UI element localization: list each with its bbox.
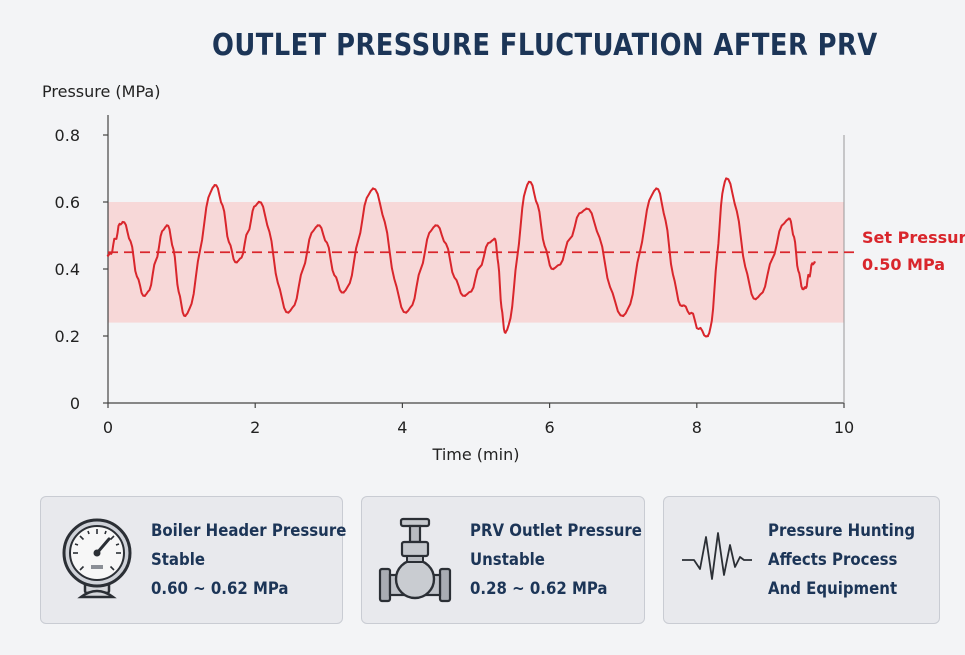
data-point (527, 180, 531, 184)
data-point (504, 331, 507, 334)
y-tick-label: 0.6 (55, 193, 80, 212)
data-point (655, 187, 658, 190)
card-title: Boiler Header Pressure (151, 521, 347, 541)
data-point (342, 291, 345, 294)
card-line-1: Pressure Hunting (768, 521, 916, 541)
x-tick-label: 2 (250, 418, 260, 437)
x-tick-label: 10 (834, 418, 854, 437)
data-point (184, 314, 187, 318)
card-status: Unstable (470, 550, 545, 570)
data-point (552, 267, 555, 271)
data-point (287, 311, 290, 314)
pressure-wave-icon (682, 532, 752, 580)
x-axis-label: Time (min) (432, 445, 520, 464)
data-point (257, 200, 261, 204)
x-tick-label: 6 (545, 418, 555, 437)
data-point (725, 177, 728, 180)
tolerance-band (108, 202, 844, 323)
data-point (463, 294, 467, 297)
data-point (802, 287, 805, 291)
data-point (213, 184, 216, 187)
valve-icon (378, 517, 452, 603)
data-point (493, 237, 496, 241)
data-point (680, 304, 684, 308)
prv-outlet-card: PRV Outlet Pressure Unstable 0.28 ~ 0.62… (361, 496, 645, 624)
card-status: Stable (151, 550, 206, 570)
data-point (106, 254, 110, 257)
boiler-pressure-card: Boiler Header Pressure Stable 0.60 ~ 0.6… (40, 496, 347, 624)
data-point (813, 261, 816, 264)
pressure-gauge-icon (62, 518, 132, 599)
card-line-2: Affects Process (768, 550, 898, 570)
x-tick-label: 8 (692, 418, 702, 437)
data-point (754, 297, 757, 301)
y-axis-label: Pressure (MPa) (42, 82, 160, 101)
data-point (706, 334, 710, 338)
card-line-3: And Equipment (768, 579, 898, 599)
set-pressure-label: Set Pressure (862, 228, 965, 247)
set-pressure-value: 0.50 MPa (862, 255, 945, 274)
y-tick-label: 0 (70, 394, 80, 413)
data-point (434, 224, 437, 227)
data-point (371, 187, 375, 190)
pressure-chart: 0 0.2 0.4 0.6 0.8 0 2 4 6 8 10 Pressure (MPa) Time (… (42, 82, 965, 464)
x-tick-label: 4 (397, 418, 407, 437)
data-point (165, 224, 169, 227)
pressure-hunting-card: Pressure Hunting Affects Process And Equ… (663, 496, 940, 624)
y-tick-label: 0.8 (55, 126, 80, 145)
page-title: OUTLET PRESSURE FLUCTUATION AFTER PRV (211, 28, 878, 63)
y-tick-label: 0.4 (55, 260, 80, 279)
data-point (787, 217, 790, 220)
card-title: PRV Outlet Pressure (470, 521, 642, 541)
data-point (121, 220, 124, 224)
data-point (622, 314, 625, 318)
data-point (585, 207, 588, 210)
data-point (235, 261, 238, 264)
data-point (316, 224, 319, 227)
data-point (404, 311, 408, 314)
card-range: 0.60 ~ 0.62 MPa (151, 579, 289, 599)
data-point (143, 294, 146, 297)
card-range: 0.28 ~ 0.62 MPa (470, 579, 608, 599)
x-tick-label: 0 (103, 418, 113, 437)
y-tick-label: 0.2 (55, 327, 80, 346)
